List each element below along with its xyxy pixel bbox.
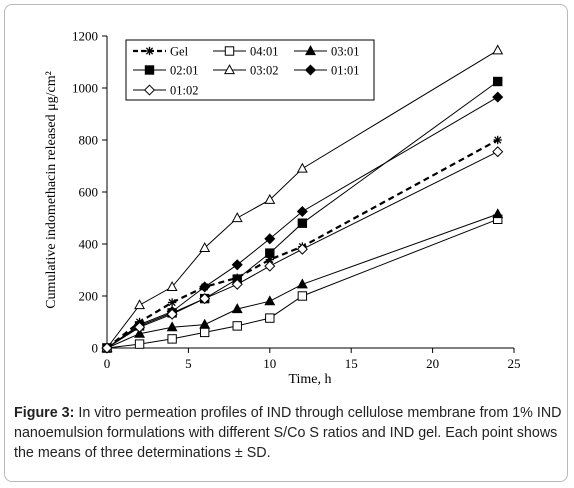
- y-tick-label: 1200: [72, 29, 98, 44]
- series-line-0: [106, 139, 499, 349]
- data-point-4-4: [231, 212, 243, 223]
- y-tick-label: 400: [79, 237, 99, 252]
- x-tick-label: 20: [426, 356, 439, 371]
- line-chart: 0 5 10 15 20 25 0 200 400 600 800 1000 1200 Gel 04:01…: [44, 29, 521, 388]
- y-tick-label: 800: [79, 133, 99, 148]
- caption-text: In vitro permeation profiles of IND thro…: [14, 405, 562, 461]
- data-point-6-0: [101, 342, 113, 354]
- data-point-5-3: [199, 281, 211, 293]
- data-point-0-2: [167, 298, 177, 307]
- legend: Gel 04:01 03:01 02:01 03:02 01:01 01:02: [125, 39, 375, 101]
- data-point-5-4: [231, 259, 243, 271]
- x-tick-label: 5: [185, 356, 192, 371]
- y-tick-label: 1000: [72, 81, 98, 96]
- legend-marker-3: [144, 65, 155, 75]
- legend-marker-5: [304, 64, 317, 76]
- data-point-2-6: [296, 278, 308, 289]
- data-point-3-7: [493, 76, 503, 87]
- data-point-1-2: [167, 334, 177, 344]
- y-tick-label: 200: [79, 289, 99, 304]
- legend-marker-6: [143, 84, 156, 96]
- data-point-4-3: [199, 242, 211, 252]
- caption-label: Figure 3:: [14, 405, 75, 421]
- data-point-5-5: [264, 233, 276, 245]
- data-point-3-6: [297, 218, 308, 228]
- data-point-6-6: [296, 243, 308, 255]
- data-point-0-7: [493, 135, 502, 145]
- series-lines: [106, 49, 499, 349]
- y-tick-label: 0: [92, 341, 99, 356]
- series-line-6: [106, 151, 498, 349]
- legend-marker-2: [305, 45, 316, 56]
- data-point-2-7: [492, 208, 504, 219]
- legend-marker-0: [145, 46, 154, 56]
- legend-label-0: Gel: [170, 45, 189, 59]
- legend-marker-1: [224, 46, 235, 56]
- data-point-6-3: [199, 293, 211, 305]
- data-point-2-2: [166, 321, 178, 332]
- series-line-3: [106, 81, 499, 349]
- figure-caption: Figure 3: In vitro permeation profiles o…: [14, 403, 562, 463]
- data-point-6-2: [166, 308, 178, 320]
- data-point-4-1: [134, 299, 146, 310]
- series-markers: [101, 44, 504, 354]
- data-point-1-5: [265, 313, 275, 323]
- legend-label-4: 03:02: [250, 64, 278, 78]
- x-tick-label: 0: [104, 356, 111, 371]
- series-line-2: [106, 213, 498, 349]
- y-tick-label: 600: [79, 185, 99, 200]
- data-point-6-1: [134, 321, 146, 333]
- data-point-6-5: [264, 260, 276, 272]
- data-point-1-1: [134, 339, 145, 349]
- legend-marker-4: [224, 64, 235, 75]
- legend-label-6: 01:02: [170, 84, 198, 98]
- data-point-4-7: [492, 44, 504, 55]
- legend-label-1: 04:01: [250, 45, 278, 59]
- x-tick-label: 25: [508, 356, 521, 371]
- data-point-5-6: [296, 205, 308, 218]
- data-point-5-7: [492, 91, 504, 103]
- data-point-1-6: [297, 291, 308, 301]
- data-point-6-7: [492, 146, 504, 158]
- data-point-2-1: [134, 327, 146, 338]
- legend-label-2: 03:01: [331, 45, 359, 59]
- x-tick-label: 15: [345, 356, 358, 371]
- legend-label-3: 02:01: [170, 64, 198, 78]
- series-line-1: [106, 218, 498, 349]
- data-point-2-3: [199, 318, 211, 329]
- data-point-1-4: [232, 321, 242, 331]
- series-line-5: [106, 96, 498, 349]
- data-point-4-6: [296, 162, 308, 173]
- data-point-4-2: [166, 281, 178, 291]
- data-point-2-4: [231, 303, 243, 314]
- data-point-1-3: [199, 327, 210, 338]
- legend-box: [125, 39, 375, 101]
- data-point-6-4: [231, 278, 243, 290]
- y-axis-label: Cumulative indomethacin released μg/cm²: [44, 71, 59, 309]
- series-line-4: [106, 49, 498, 349]
- data-point-3-5: [265, 248, 275, 258]
- data-point-4-5: [264, 193, 276, 204]
- data-point-2-5: [264, 295, 276, 306]
- x-tick-label: 10: [263, 356, 276, 371]
- x-axis-label: Time, h: [288, 372, 331, 387]
- axes: 0 5 10 15 20 25 0 200 400 600 800 1000 1200: [72, 29, 521, 372]
- legend-label-5: 01:01: [331, 64, 359, 78]
